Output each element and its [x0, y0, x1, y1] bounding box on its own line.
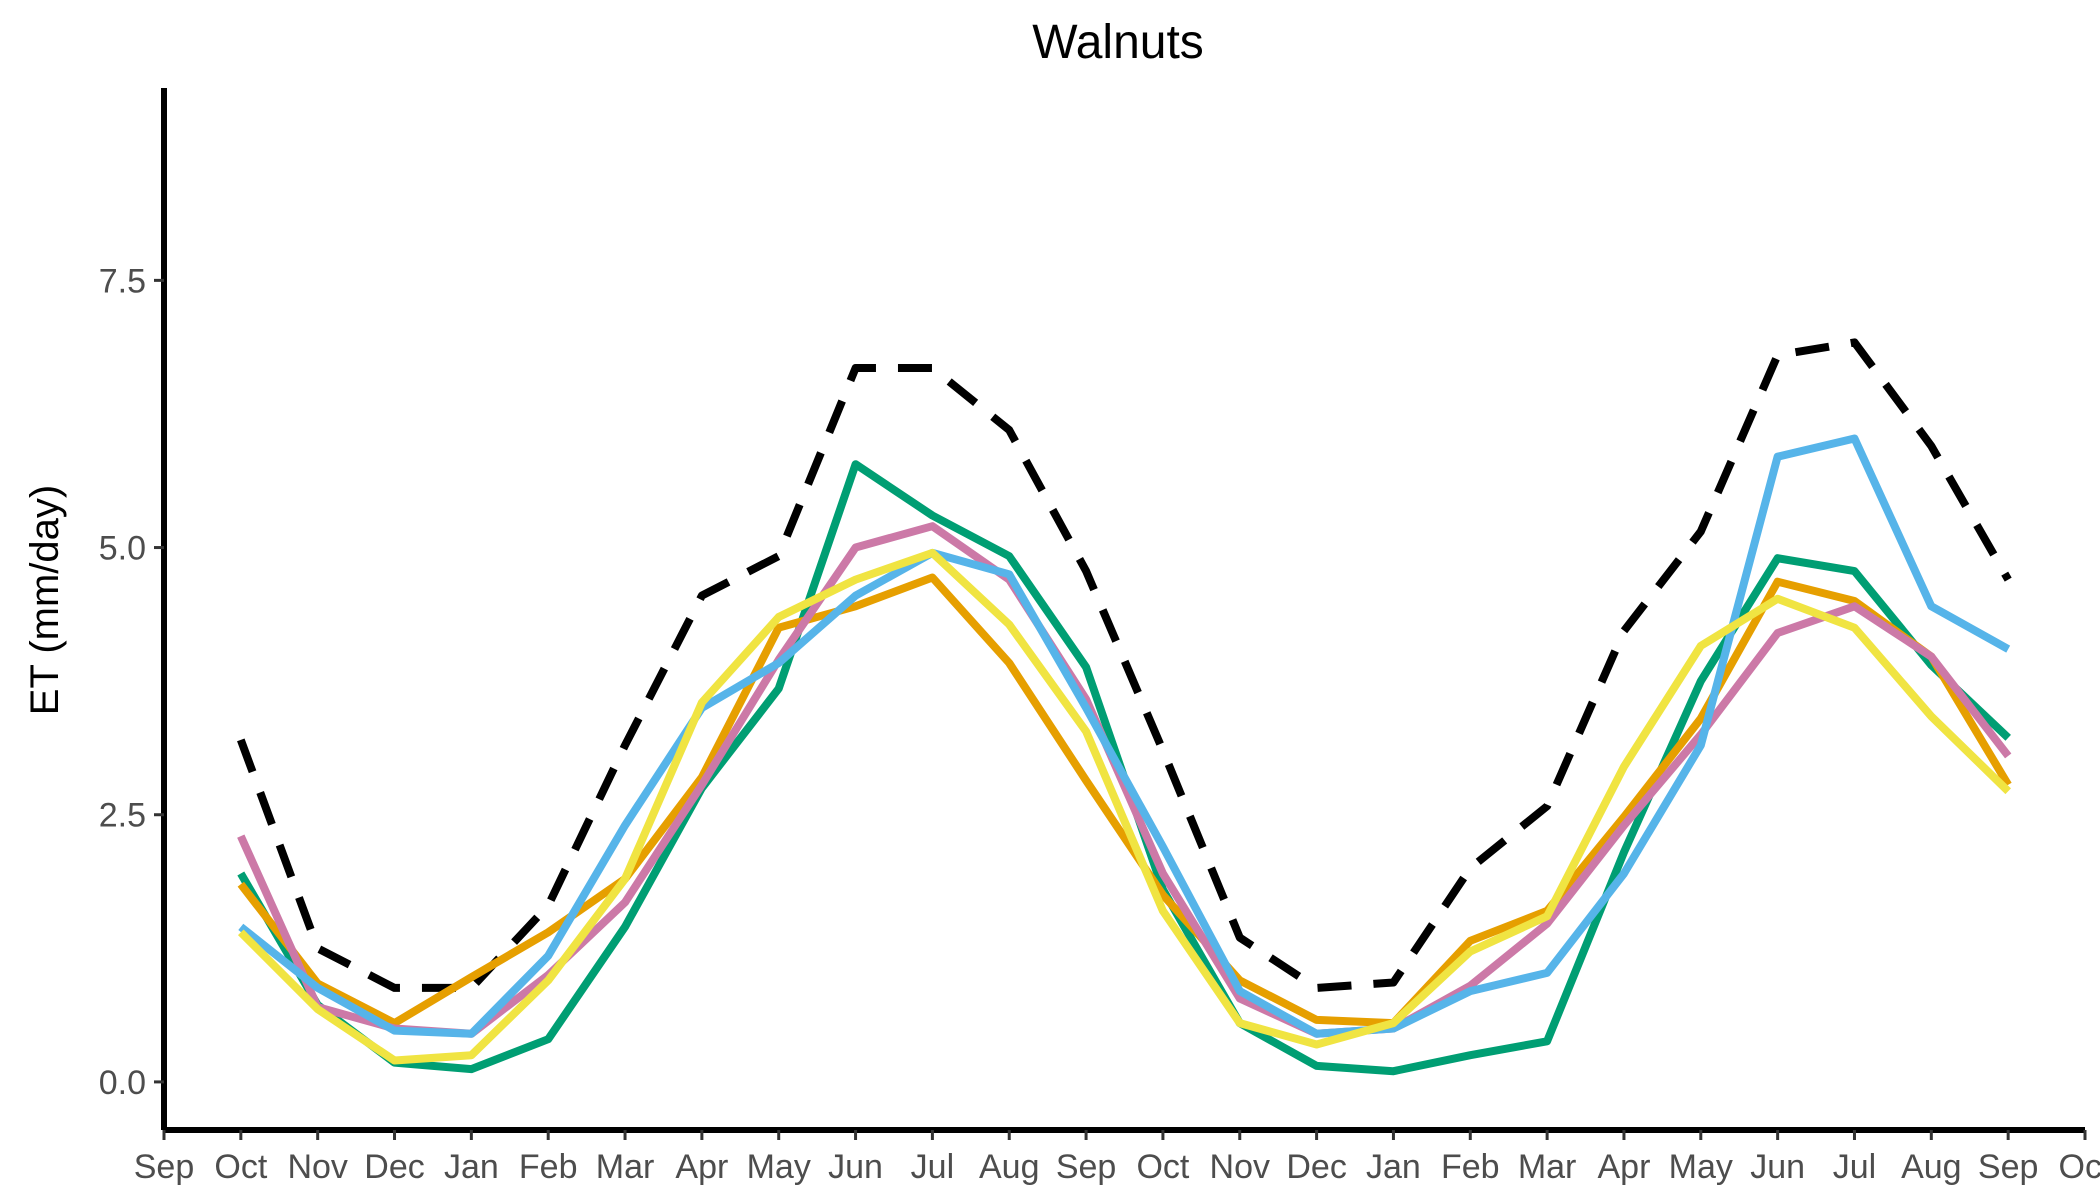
x-tick-label: Dec [1286, 1148, 1346, 1186]
x-tick-label: Jan [444, 1148, 499, 1186]
y-tick-label: 0.0 [99, 1064, 146, 1102]
x-tick-label: Jun [828, 1148, 883, 1186]
x-tick-label: Apr [675, 1148, 728, 1186]
x-tick-label: Aug [979, 1148, 1040, 1186]
x-tick-label: May [1669, 1148, 1733, 1186]
x-tick-label: Dec [364, 1148, 424, 1186]
y-tick-label: 2.5 [99, 797, 146, 835]
x-tick-label: Sep [134, 1148, 195, 1186]
series-line-4 [238, 434, 2011, 1038]
series-line-2 [237, 573, 2012, 1028]
x-tick-label: Jul [911, 1148, 954, 1186]
x-tick-label: May [747, 1148, 811, 1186]
series-line-5 [237, 548, 2011, 1065]
x-tick-label: Jul [1833, 1148, 1876, 1186]
x-tick-label: Jun [1750, 1148, 1805, 1186]
x-tick-label: Oct [1136, 1148, 1189, 1186]
x-tick-label: Nov [287, 1148, 347, 1186]
x-tick-label: Sep [1056, 1148, 1117, 1186]
chart-title: Walnuts [1032, 16, 1204, 69]
x-tick-label: Oct [214, 1148, 267, 1186]
x-tick-label: Aug [1901, 1148, 1962, 1186]
series-line-3 [237, 522, 2012, 1038]
series-layer [237, 338, 2012, 1076]
x-tick-label: Jan [1366, 1148, 1421, 1186]
x-tick-label: Apr [1597, 1148, 1650, 1186]
y-tick-label: 5.0 [99, 530, 146, 568]
x-tick-label: Oct [2059, 1148, 2100, 1186]
series-line-1 [237, 460, 2011, 1076]
x-tick-label: Sep [1978, 1148, 2039, 1186]
x-tick-label: Nov [1210, 1148, 1270, 1186]
series-line-0 [237, 338, 2012, 992]
y-tick-label: 7.5 [99, 262, 146, 300]
x-tick-label: Mar [596, 1148, 655, 1186]
x-tick-label: Mar [1518, 1148, 1577, 1186]
y-axis-title: ET (mm/day) [23, 485, 67, 715]
axis-layer: 0.0 2.5 5.0 7.5 Sep Oct Nov Dec Jan Feb Mar Apr May J… [99, 88, 2100, 1186]
x-tick-label: Feb [519, 1148, 578, 1186]
x-tick-label: Feb [1441, 1148, 1500, 1186]
